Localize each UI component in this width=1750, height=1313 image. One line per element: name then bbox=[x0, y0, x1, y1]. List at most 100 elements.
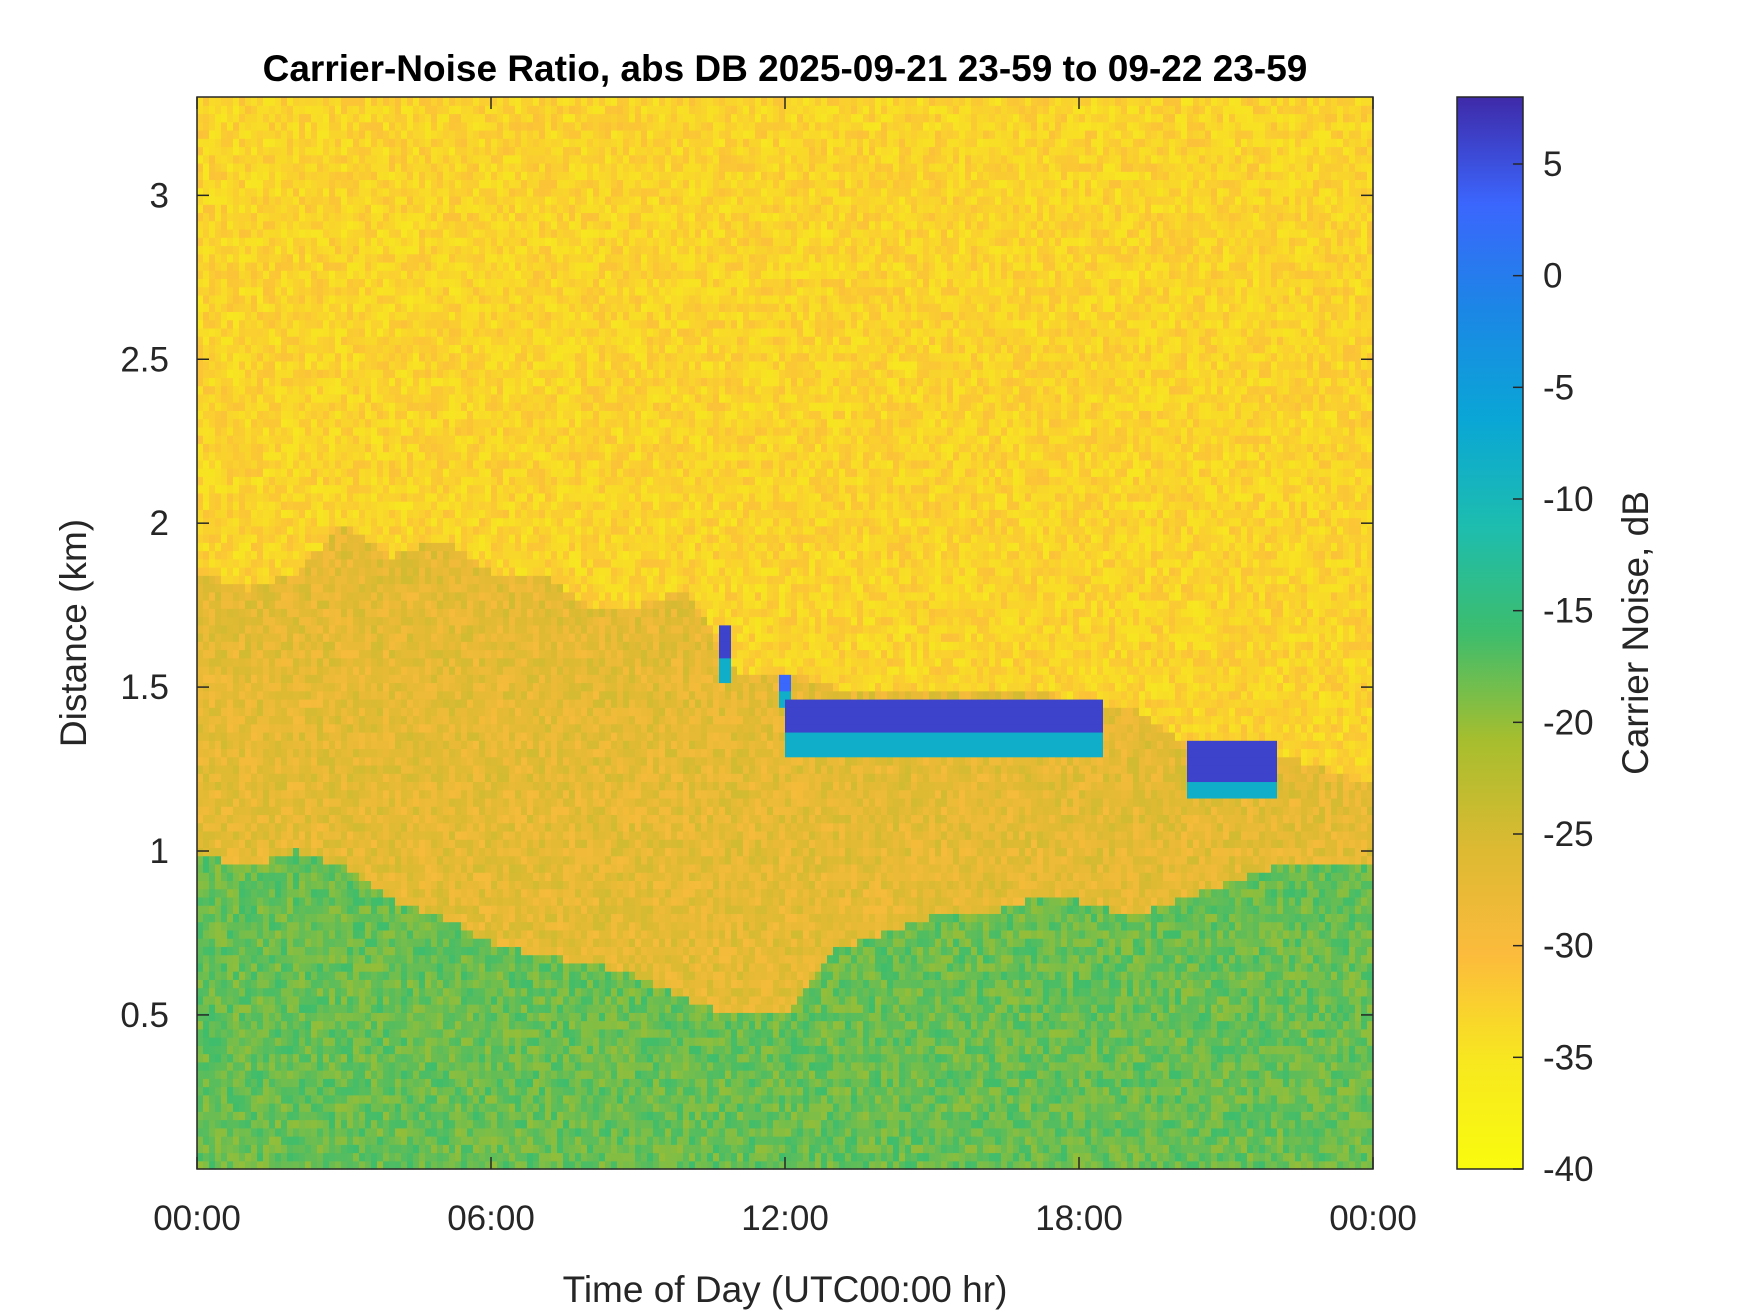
heatmap-cell bbox=[353, 262, 360, 271]
heatmap-cell bbox=[293, 344, 300, 353]
heatmap-cell bbox=[407, 781, 414, 790]
heatmap-cell bbox=[335, 254, 342, 263]
heatmap-cell bbox=[269, 171, 276, 180]
heatmap-cell bbox=[299, 419, 306, 428]
heatmap-cell bbox=[197, 798, 204, 807]
heatmap-cell bbox=[311, 320, 318, 329]
heatmap-cell bbox=[203, 369, 210, 378]
heatmap-cell bbox=[329, 1037, 336, 1046]
heatmap-cell bbox=[425, 930, 432, 939]
heatmap-cell bbox=[263, 979, 270, 988]
heatmap-cell bbox=[323, 913, 330, 922]
heatmap-cell bbox=[251, 1144, 258, 1153]
heatmap-cell bbox=[323, 922, 330, 931]
heatmap-cell bbox=[197, 649, 204, 658]
heatmap-cell bbox=[203, 1078, 210, 1087]
heatmap-cell bbox=[383, 1045, 390, 1054]
heatmap-cell bbox=[407, 633, 414, 642]
heatmap-cell bbox=[341, 254, 348, 263]
heatmap-cell bbox=[383, 534, 390, 543]
heatmap-cell bbox=[293, 691, 300, 700]
heatmap-cell bbox=[383, 212, 390, 221]
heatmap-cell bbox=[347, 757, 354, 766]
heatmap-cell bbox=[251, 518, 258, 527]
heatmap-cell bbox=[347, 113, 354, 122]
heatmap-cell bbox=[401, 625, 408, 634]
heatmap-cell bbox=[341, 897, 348, 906]
heatmap-cell bbox=[395, 1136, 402, 1145]
heatmap-cell bbox=[197, 237, 204, 246]
heatmap-cell bbox=[275, 1153, 282, 1162]
heatmap-cell bbox=[275, 1062, 282, 1071]
heatmap-cell bbox=[401, 724, 408, 733]
heatmap-cell bbox=[341, 386, 348, 395]
heatmap-cell bbox=[269, 468, 276, 477]
heatmap-cell bbox=[347, 460, 354, 469]
heatmap-cell bbox=[371, 682, 378, 691]
heatmap-cell bbox=[305, 955, 312, 964]
heatmap-cell bbox=[281, 344, 288, 353]
heatmap-cell bbox=[401, 814, 408, 823]
heatmap-cell bbox=[389, 122, 396, 131]
heatmap-cell bbox=[401, 254, 408, 263]
heatmap-cell bbox=[197, 748, 204, 757]
heatmap-cell bbox=[257, 1144, 264, 1153]
heatmap-cell bbox=[287, 377, 294, 386]
heatmap-cell bbox=[263, 913, 270, 922]
heatmap-cell bbox=[233, 146, 240, 155]
heatmap-cell bbox=[257, 328, 264, 337]
heatmap-cell bbox=[347, 864, 354, 873]
heatmap-cell bbox=[293, 625, 300, 634]
heatmap-cell bbox=[413, 146, 420, 155]
heatmap-cell bbox=[383, 765, 390, 774]
heatmap-cell bbox=[227, 311, 234, 320]
heatmap-cell bbox=[413, 831, 420, 840]
heatmap-cell bbox=[251, 336, 258, 345]
heatmap-cell bbox=[209, 336, 216, 345]
heatmap-cell bbox=[275, 435, 282, 444]
heatmap-cell bbox=[227, 501, 234, 510]
heatmap-cell bbox=[329, 930, 336, 939]
heatmap-cell bbox=[347, 913, 354, 922]
heatmap-cell bbox=[221, 509, 228, 518]
heatmap-cell bbox=[269, 295, 276, 304]
heatmap-cell bbox=[413, 814, 420, 823]
heatmap-cell bbox=[257, 188, 264, 197]
heatmap-cell bbox=[305, 617, 312, 626]
heatmap-cell bbox=[203, 839, 210, 848]
heatmap-cell bbox=[257, 229, 264, 238]
heatmap-cell bbox=[263, 551, 270, 560]
heatmap-cell bbox=[287, 262, 294, 271]
heatmap-cell bbox=[341, 1045, 348, 1054]
heatmap-cell bbox=[311, 757, 318, 766]
heatmap-cell bbox=[395, 773, 402, 782]
heatmap-cell bbox=[227, 97, 234, 106]
heatmap-cell bbox=[245, 122, 252, 131]
heatmap-cell bbox=[323, 1012, 330, 1021]
heatmap-cell bbox=[239, 765, 246, 774]
heatmap-cell bbox=[197, 287, 204, 296]
heatmap-cell bbox=[377, 320, 384, 329]
heatmap-cell bbox=[245, 971, 252, 980]
heatmap-cell bbox=[251, 880, 258, 889]
heatmap-cell bbox=[407, 724, 414, 733]
heatmap-cell bbox=[359, 518, 366, 527]
heatmap-cell bbox=[299, 831, 306, 840]
heatmap-cell bbox=[323, 394, 330, 403]
heatmap-cell bbox=[311, 303, 318, 312]
heatmap-cell bbox=[329, 1062, 336, 1071]
heatmap-cell bbox=[383, 649, 390, 658]
heatmap-cell bbox=[209, 435, 216, 444]
heatmap-cell bbox=[353, 468, 360, 477]
heatmap-cell bbox=[221, 839, 228, 848]
heatmap-cell bbox=[377, 212, 384, 221]
heatmap-cell bbox=[359, 105, 366, 114]
heatmap-cell bbox=[335, 839, 342, 848]
heatmap-cell bbox=[287, 946, 294, 955]
heatmap-cell bbox=[263, 328, 270, 337]
heatmap-cell bbox=[419, 715, 426, 724]
heatmap-cell bbox=[317, 1029, 324, 1038]
heatmap-cell bbox=[365, 320, 372, 329]
heatmap-cell bbox=[365, 905, 372, 914]
